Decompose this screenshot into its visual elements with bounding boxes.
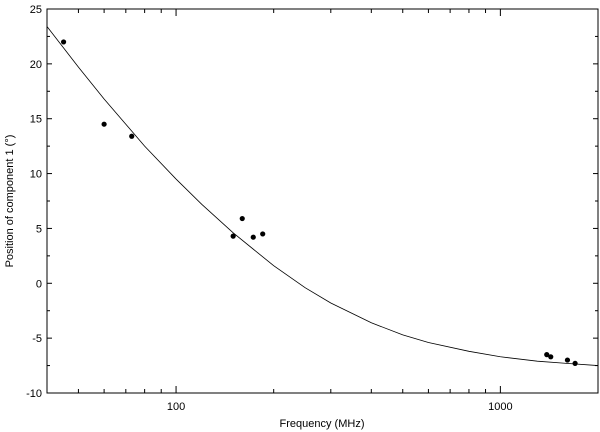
y-tick-label: 20 <box>30 59 42 71</box>
data-point <box>230 233 236 239</box>
plot-frame <box>46 8 599 394</box>
y-axis-title: Position of component 1 (°) <box>4 135 16 268</box>
y-tick-label: 25 <box>30 4 42 16</box>
y-tick-label: 10 <box>30 169 42 181</box>
y-tick-label: -5 <box>32 333 42 345</box>
data-point <box>239 215 245 222</box>
y-tick-label: -10 <box>26 388 42 400</box>
x-axis: 100 1000 <box>46 9 599 413</box>
data-point <box>548 354 554 360</box>
data-point <box>250 234 256 240</box>
x-tick-label: 100 <box>167 401 185 413</box>
y-axis: -10 -5 0 5 10 15 20 25 <box>26 4 598 400</box>
data-points <box>60 39 578 366</box>
data-point <box>129 133 135 139</box>
y-tick-label: 0 <box>36 278 42 290</box>
data-point <box>572 360 578 366</box>
y-tick-label: 15 <box>30 114 42 126</box>
data-point <box>60 39 67 45</box>
fit-curve <box>46 26 599 366</box>
data-point <box>260 231 266 237</box>
x-axis-title: Frequency (MHz) <box>280 418 365 430</box>
data-point <box>544 352 550 358</box>
x-tick-label: 1000 <box>488 401 512 413</box>
data-point <box>101 121 107 127</box>
y-tick-label: 5 <box>36 223 42 235</box>
data-point <box>564 357 571 363</box>
